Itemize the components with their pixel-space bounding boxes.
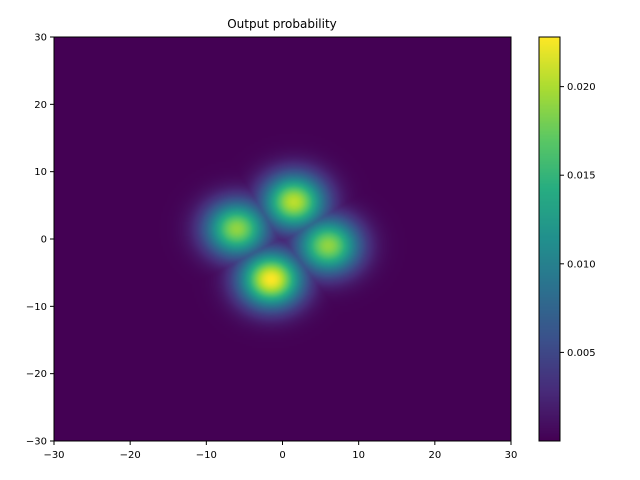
y-tick-label: 0 — [41, 235, 47, 246]
plot-area — [53, 36, 512, 442]
colorbar-tick-label: 0.010 — [567, 259, 596, 270]
x-tick-label: 0 — [279, 450, 285, 461]
colorbar-tick-label: 0.005 — [567, 348, 596, 359]
y-tick-label: −30 — [26, 437, 47, 448]
y-tick-label: 10 — [34, 167, 47, 178]
x-tick-label: −20 — [120, 450, 141, 461]
y-tick-label: −10 — [26, 302, 47, 313]
y-tick-label: 20 — [34, 100, 47, 111]
colorbar-tick-label: 0.015 — [567, 171, 596, 182]
x-tick-label: −10 — [196, 450, 217, 461]
colorbar-tick-label: 0.020 — [567, 82, 596, 93]
y-tick-label: 30 — [34, 33, 47, 44]
y-axis: −30 −20 −10 0 10 20 30 — [26, 33, 54, 448]
colorbar-frame — [538, 36, 561, 442]
y-tick-label: −20 — [26, 369, 47, 380]
colorbar-gradient — [539, 37, 560, 441]
heatmap-image — [54, 37, 511, 441]
x-tick-label: 10 — [352, 450, 365, 461]
x-axis: −30 −20 −10 0 10 20 30 — [43, 441, 517, 461]
colorbar: 0.005 0.010 0.015 0.020 — [538, 36, 596, 442]
x-tick-label: 20 — [428, 450, 441, 461]
x-tick-label: −30 — [43, 450, 64, 461]
x-tick-label: 30 — [505, 450, 518, 461]
chart-title: Output probability — [227, 17, 337, 31]
